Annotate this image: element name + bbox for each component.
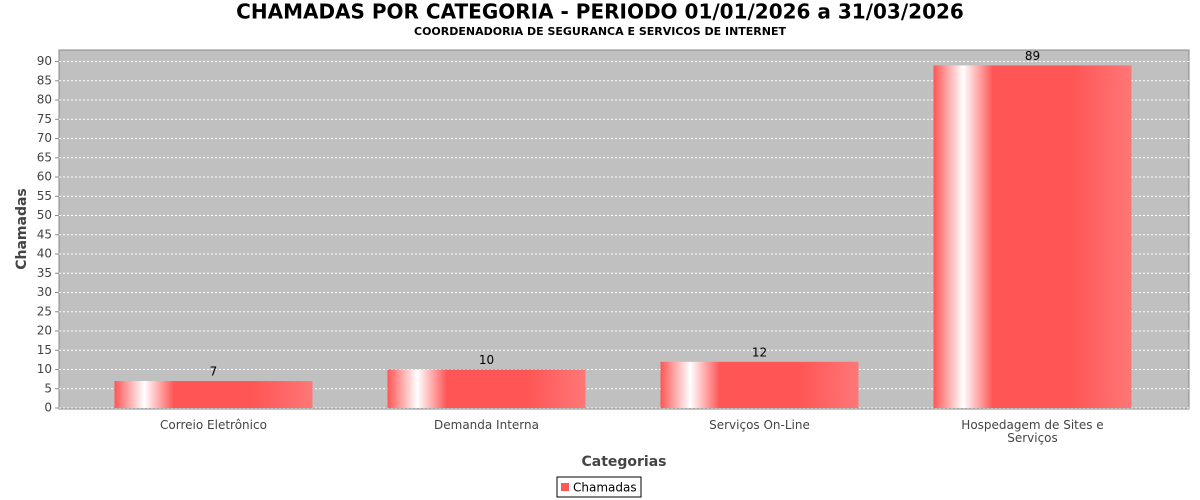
data-label: 12 (752, 345, 767, 359)
y-tick-label: 85 (37, 73, 52, 87)
y-tick-label: 35 (37, 266, 52, 280)
y-tick-label: 40 (37, 247, 52, 261)
x-tick-label: Hospedagem de Sites e Serviços (961, 418, 1104, 445)
data-label: 10 (479, 353, 494, 367)
y-tick-label: 15 (37, 343, 52, 357)
chart-title: CHAMADAS POR CATEGORIA - PERIODO 01/01/2… (236, 0, 964, 24)
y-tick-label: 60 (37, 170, 52, 184)
data-label: 7 (210, 365, 218, 379)
bar (660, 361, 859, 408)
legend-label: Chamadas (573, 481, 637, 495)
y-tick-label: 25 (37, 304, 52, 318)
bar (114, 381, 313, 408)
x-tick-label: Demanda Interna (434, 418, 539, 432)
y-tick-label: 80 (37, 93, 52, 107)
x-axis-label: Categorias (581, 454, 666, 470)
y-axis-label: Chamadas (14, 188, 30, 270)
y-tick-label: 5 (44, 381, 52, 395)
y-tick-label: 75 (37, 112, 52, 126)
y-tick-label: 20 (37, 324, 52, 338)
data-label: 89 (1025, 49, 1040, 63)
y-tick-label: 55 (37, 189, 52, 203)
x-tick-label: Serviços On-Line (709, 418, 810, 432)
legend-box (556, 476, 642, 498)
chart-subtitle: COORDENADORIA DE SEGURANCA E SERVICOS DE… (414, 25, 786, 38)
y-tick-label: 70 (37, 131, 52, 145)
y-tick-label: 0 (44, 401, 52, 415)
y-tick-label: 30 (37, 285, 52, 299)
bar (933, 65, 1132, 408)
x-tick-label: Correio Eletrônico (160, 418, 267, 432)
y-tick-label: 10 (37, 362, 52, 376)
bar (387, 369, 586, 408)
legend-swatch (561, 483, 569, 491)
y-tick-label: 50 (37, 208, 52, 222)
y-tick-label: 45 (37, 227, 52, 241)
y-tick-label: 65 (37, 150, 52, 164)
y-tick-label: 90 (37, 54, 52, 68)
